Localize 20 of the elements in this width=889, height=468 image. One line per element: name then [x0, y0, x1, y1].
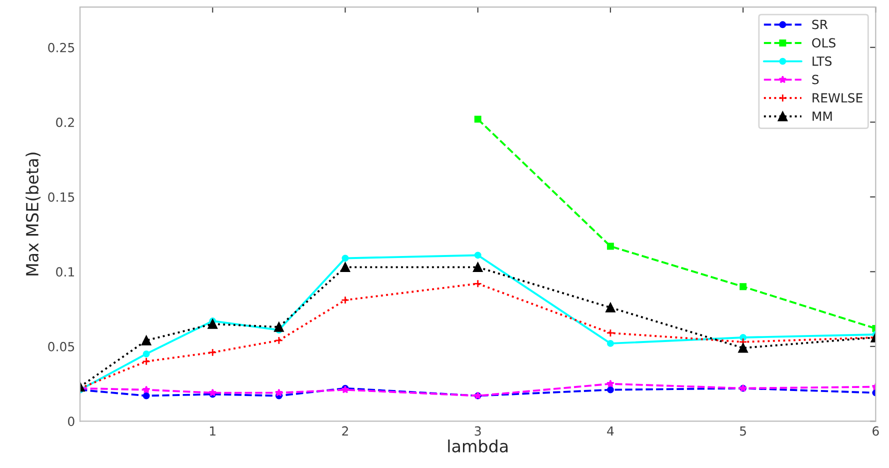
y-tick-label: 0.2	[56, 118, 74, 128]
y-tick-label: 0.15	[48, 192, 74, 202]
y-tick-label: 0.1	[56, 267, 74, 277]
legend-label: OLS	[812, 38, 836, 48]
x-tick-label: 1	[210, 426, 216, 436]
legend-label: SR	[812, 20, 828, 30]
x-tick-label: 6	[872, 426, 879, 436]
x-tick-label: 5	[740, 426, 746, 436]
y-tick-label: 0.05	[48, 342, 74, 352]
x-axis-title: lambda	[448, 440, 508, 452]
legend-label: LTS	[812, 56, 832, 66]
y-axis-title: Max MSE(beta)	[26, 152, 40, 276]
y-tick-label: 0.25	[48, 42, 74, 52]
x-tick-label: 3	[474, 426, 481, 436]
x-tick-label: 2	[342, 426, 348, 436]
legend-label: REWLSE	[812, 93, 862, 103]
x-tick-label: 4	[607, 426, 614, 436]
y-tick-label: 0	[68, 416, 74, 426]
legend-label: S	[812, 74, 819, 84]
legend-label: MM	[812, 112, 832, 121]
